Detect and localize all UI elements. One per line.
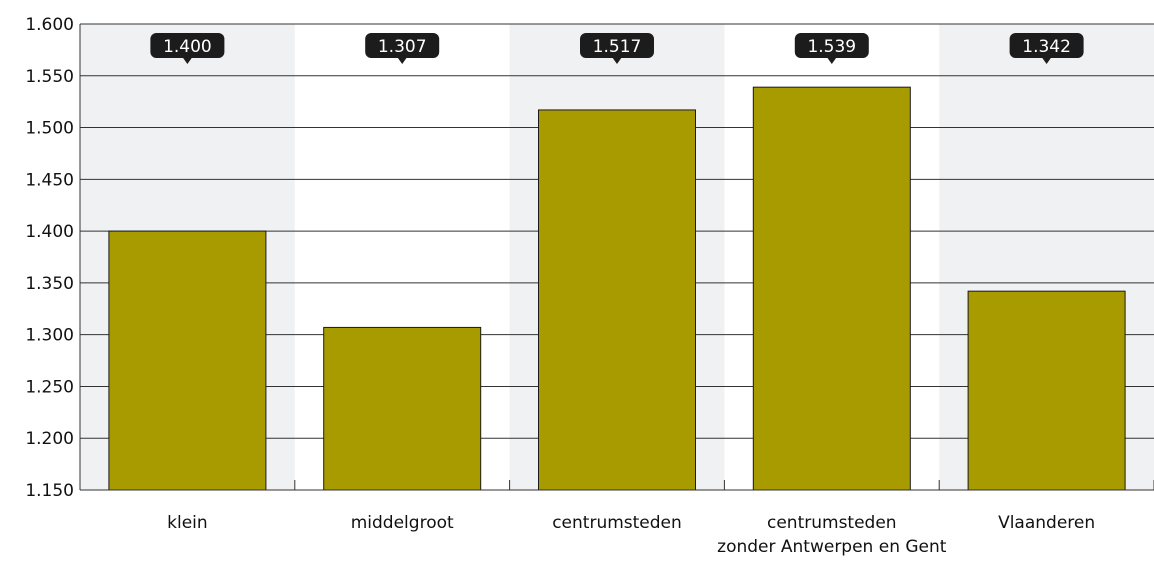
category-label: klein	[167, 513, 208, 533]
y-tick-label: 1.600	[25, 15, 74, 35]
data-label: 1.307	[378, 37, 427, 57]
bar	[538, 109, 696, 491]
y-tick-label: 1.350	[25, 274, 74, 294]
data-label: 1.400	[163, 37, 212, 57]
y-tick-label: 1.450	[25, 170, 74, 190]
y-tick-label: 1.500	[25, 119, 74, 139]
category-label: zonder Antwerpen en Gent	[717, 537, 947, 557]
data-label-bubble	[580, 33, 654, 58]
data-label-bubble	[794, 33, 869, 58]
y-tick-label: 1.300	[25, 326, 74, 346]
data-labels: 1.400 1.307 1.517 1.539 1.342	[150, 33, 1084, 64]
data-label-pointer	[612, 57, 622, 64]
data-label-pointer	[826, 57, 837, 64]
bars	[108, 86, 1126, 491]
bar	[108, 230, 267, 491]
y-tick-label: 1.550	[25, 67, 74, 87]
category-label: Vlaanderen	[998, 513, 1095, 533]
data-label: 1.539	[807, 37, 856, 57]
y-tick-label: 1.150	[25, 481, 74, 501]
y-tick-label: 1.200	[25, 429, 74, 449]
y-tick-label: 1.250	[25, 377, 74, 397]
y-tick-label: 1.400	[25, 222, 74, 242]
data-label-bubble	[150, 33, 225, 58]
x-axis: klein middelgroot centrumsteden centrumsted…	[79, 24, 1154, 557]
data-label-bubble	[1009, 33, 1084, 58]
bar	[752, 86, 911, 491]
data-label: 1.342	[1022, 37, 1071, 57]
category-label: centrumsteden	[552, 513, 682, 533]
bar	[323, 326, 482, 491]
y-axis-ticks: 1.150 1.200 1.250 1.300 1.350 1.400 1.450 1.500…	[25, 15, 74, 501]
bar	[967, 290, 1126, 491]
data-label: 1.517	[593, 37, 642, 57]
data-label-bubble	[365, 33, 440, 58]
data-label-pointer	[397, 57, 408, 64]
category-label: middelgroot	[351, 513, 454, 533]
data-label-pointer	[1041, 57, 1052, 64]
category-label: centrumsteden	[767, 513, 897, 533]
data-label-pointer	[182, 57, 193, 64]
